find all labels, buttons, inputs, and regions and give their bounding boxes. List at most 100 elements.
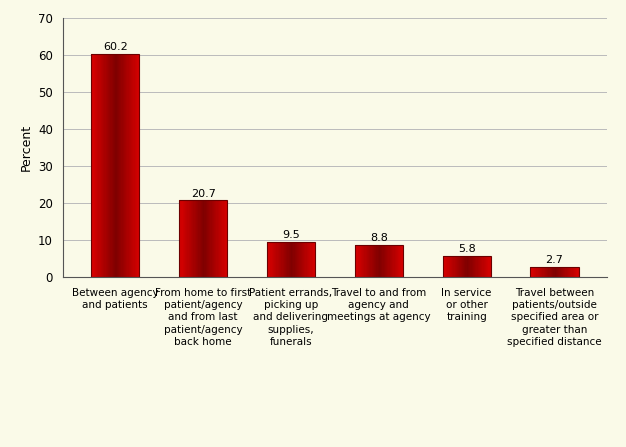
Bar [386, 245, 387, 277]
Bar [531, 267, 533, 277]
Bar [466, 256, 468, 277]
Bar [564, 267, 565, 277]
Bar [381, 245, 382, 277]
Bar [567, 267, 568, 277]
Bar [557, 267, 558, 277]
Bar [215, 200, 217, 277]
Bar [453, 256, 454, 277]
Bar [226, 200, 227, 277]
Bar [124, 54, 125, 277]
Bar [294, 242, 295, 277]
Bar [448, 256, 449, 277]
Bar [459, 256, 461, 277]
Bar [116, 54, 118, 277]
Bar [312, 242, 313, 277]
Bar [198, 200, 200, 277]
Bar [535, 267, 536, 277]
Bar [534, 267, 535, 277]
Text: 5.8: 5.8 [458, 244, 476, 254]
Bar [137, 54, 138, 277]
Bar [195, 200, 196, 277]
Bar [273, 242, 274, 277]
Bar [469, 256, 470, 277]
Bar [462, 256, 463, 277]
Bar [268, 242, 269, 277]
Bar [570, 267, 572, 277]
Bar [183, 200, 184, 277]
Bar [222, 200, 223, 277]
Bar [480, 256, 481, 277]
Bar [562, 267, 563, 277]
Text: 8.8: 8.8 [370, 233, 387, 243]
Bar [297, 242, 298, 277]
Bar [120, 54, 121, 277]
Bar [100, 54, 101, 277]
Bar [530, 267, 578, 277]
Bar [277, 242, 278, 277]
Bar [541, 267, 543, 277]
Bar [446, 256, 448, 277]
Bar [377, 245, 379, 277]
Bar [95, 54, 96, 277]
Bar [394, 245, 396, 277]
Bar [382, 245, 384, 277]
Bar [464, 256, 466, 277]
Bar [281, 242, 282, 277]
Bar [483, 256, 485, 277]
Bar [91, 54, 140, 277]
Bar [373, 245, 374, 277]
Bar [131, 54, 132, 277]
Bar [449, 256, 451, 277]
Bar [204, 200, 205, 277]
Bar [468, 256, 469, 277]
Bar [575, 267, 577, 277]
Bar [184, 200, 185, 277]
Bar [125, 54, 126, 277]
Bar [563, 267, 564, 277]
Bar [574, 267, 575, 277]
Bar [96, 54, 97, 277]
Bar [138, 54, 140, 277]
Bar [397, 245, 398, 277]
Bar [560, 267, 562, 277]
Bar [553, 267, 555, 277]
Bar [556, 267, 557, 277]
Bar [444, 256, 445, 277]
Bar [551, 267, 552, 277]
Bar [300, 242, 302, 277]
Bar [364, 245, 366, 277]
Bar [392, 245, 393, 277]
Bar [486, 256, 487, 277]
Bar [207, 200, 208, 277]
Bar [111, 54, 113, 277]
Bar [389, 245, 390, 277]
Bar [287, 242, 289, 277]
Bar [530, 267, 531, 277]
Bar [358, 245, 359, 277]
Bar [545, 267, 546, 277]
Bar [475, 256, 476, 277]
Bar [135, 54, 136, 277]
Bar [205, 200, 207, 277]
Bar [363, 245, 364, 277]
Bar [451, 256, 452, 277]
Bar [457, 256, 458, 277]
Bar [208, 200, 209, 277]
Bar [313, 242, 314, 277]
Bar [282, 242, 284, 277]
Bar [481, 256, 483, 277]
Bar [356, 245, 357, 277]
Bar [478, 256, 479, 277]
Bar [461, 256, 462, 277]
Bar [487, 256, 488, 277]
Bar [118, 54, 119, 277]
Bar [573, 267, 574, 277]
Bar [296, 242, 297, 277]
Bar [398, 245, 399, 277]
Bar [274, 242, 275, 277]
Bar [289, 242, 290, 277]
Bar [362, 245, 363, 277]
Bar [305, 242, 307, 277]
Bar [550, 267, 551, 277]
Bar [539, 267, 540, 277]
